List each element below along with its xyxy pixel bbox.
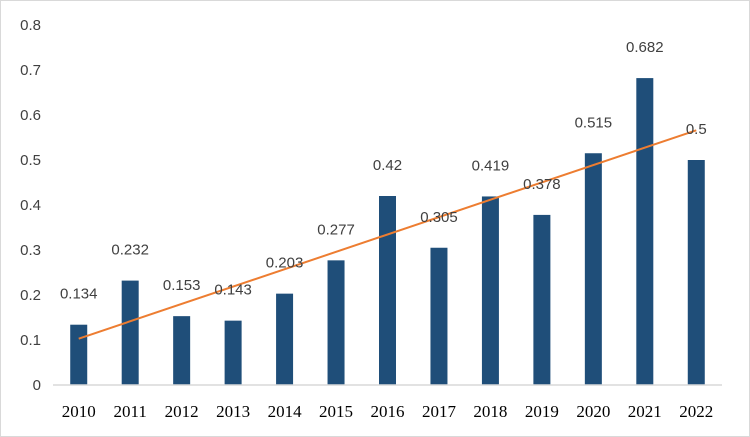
x-tick-label: 2015 xyxy=(319,402,353,421)
data-label: 0.277 xyxy=(317,221,355,238)
data-label: 0.378 xyxy=(523,176,561,193)
x-tick-label: 2017 xyxy=(422,402,457,421)
bar xyxy=(276,293,294,385)
x-tick-label: 2021 xyxy=(628,402,662,421)
bar xyxy=(379,196,396,385)
y-tick-label: 0.8 xyxy=(20,17,41,34)
data-label: 0.232 xyxy=(111,242,149,259)
x-axis-ticks: 2010 2011 2012 2013 2014 2015 2016 2017 2018 2019… xyxy=(62,402,714,421)
data-label: 0.203 xyxy=(266,255,304,272)
x-tick-label: 2014 xyxy=(268,402,303,421)
x-tick-label: 2010 xyxy=(62,402,96,421)
data-label: 0.5 xyxy=(686,121,707,138)
data-label: 0.682 xyxy=(626,39,664,56)
x-tick-label: 2020 xyxy=(576,402,610,421)
y-tick-label: 0.2 xyxy=(20,287,41,304)
bar xyxy=(327,260,345,385)
x-tick-label: 2018 xyxy=(473,402,507,421)
bar xyxy=(533,214,551,385)
x-tick-label: 2016 xyxy=(371,402,405,421)
x-tick-label: 2012 xyxy=(165,402,199,421)
y-tick-label: 0.7 xyxy=(20,62,41,79)
data-label: 0.143 xyxy=(214,282,252,299)
data-label: 0.419 xyxy=(472,157,510,174)
y-tick-label: 0.4 xyxy=(20,197,41,214)
trendline xyxy=(78,129,697,340)
data-label: 0.134 xyxy=(60,286,98,303)
data-label: 0.153 xyxy=(163,277,201,294)
data-labels: 0.134 0.232 0.153 0.143 0.203 0.277 0.42 0.305 0… xyxy=(60,39,707,303)
bar xyxy=(70,324,88,385)
bars xyxy=(70,78,705,385)
x-tick-label: 2013 xyxy=(216,402,250,421)
y-tick-label: 0.3 xyxy=(20,242,41,259)
bar xyxy=(173,316,191,385)
bar xyxy=(481,196,499,385)
data-label: 0.305 xyxy=(420,209,458,226)
bar xyxy=(584,153,602,385)
bar xyxy=(636,78,654,385)
y-tick-label: 0.6 xyxy=(20,107,41,124)
bar xyxy=(121,280,139,385)
bar xyxy=(430,247,448,385)
bar xyxy=(224,320,242,385)
x-tick-label: 2011 xyxy=(114,402,147,421)
data-label: 0.515 xyxy=(575,114,613,131)
x-tick-label: 2022 xyxy=(679,402,713,421)
y-tick-label: 0.1 xyxy=(20,332,41,349)
bar xyxy=(687,160,705,385)
x-tick-label: 2019 xyxy=(525,402,559,421)
y-tick-label: 0.5 xyxy=(20,152,41,169)
y-axis-ticks: 0 0.1 0.2 0.3 0.4 0.5 0.6 0.7 0.8 xyxy=(20,17,41,394)
y-tick-label: 0 xyxy=(33,377,41,394)
data-label: 0.42 xyxy=(373,157,402,174)
